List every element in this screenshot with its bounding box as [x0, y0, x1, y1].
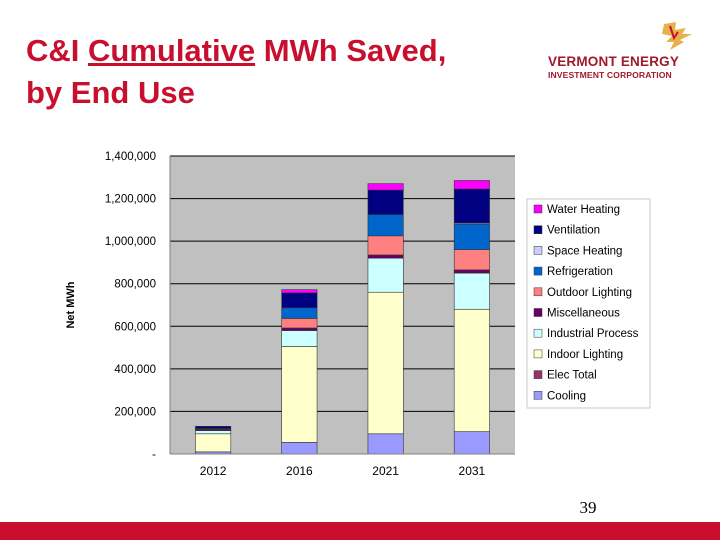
legend-swatch [533, 225, 543, 234]
legend-label: Elec Total [547, 370, 597, 382]
bar-segment [281, 327, 318, 331]
bar-segment [281, 441, 318, 455]
bar-segment [367, 254, 404, 259]
legend-label: Miscellaneous [547, 308, 620, 320]
bar-segment [453, 223, 490, 250]
legend-label: Ventilation [547, 225, 600, 237]
logo-mark-icon [662, 22, 692, 50]
y-tick-label: 600,000 [114, 321, 156, 333]
bars [195, 180, 490, 455]
y-tick-label: 1,400,000 [105, 151, 156, 163]
bar-segment [453, 308, 490, 432]
bar-segment [367, 291, 404, 435]
bar-segment [281, 307, 318, 319]
legend-label: Refrigeration [547, 266, 613, 278]
chart-legend: Water Heating Ventilation Space Heating Ref… [526, 198, 651, 409]
legend-swatch [533, 246, 543, 255]
y-tick-label: 400,000 [114, 364, 156, 376]
y-tick-label: 800,000 [114, 279, 156, 291]
legend-label: Industrial Process [547, 328, 639, 340]
legend-swatch [533, 328, 543, 338]
y-tick-label: 1,200,000 [105, 194, 156, 206]
legend-box [526, 198, 651, 409]
legend-swatch [533, 204, 543, 214]
bar-segment [281, 292, 318, 309]
stacked-bar-chart: - 200,000 400,000 600,000 800,000 1,000,000 1,… [65, 151, 651, 478]
page-number: 39 [579, 498, 597, 517]
title-text-part1: C&I [26, 33, 88, 68]
x-tick-label: 2031 [459, 464, 486, 478]
bar-segment [367, 257, 404, 293]
bar-segment [367, 433, 404, 455]
bar-segment [367, 183, 404, 191]
y-tick-label: 200,000 [114, 406, 156, 418]
bar-segment [367, 214, 404, 237]
logo-line1: VERMONT ENERGY [548, 54, 680, 69]
x-tick-label: 2012 [200, 464, 227, 478]
title-text-part2: MWh Saved, [255, 33, 447, 68]
bar-segment [195, 430, 232, 435]
legend-label: Space Heating [547, 245, 622, 257]
legend-label: Outdoor Lighting [547, 287, 632, 299]
y-tick-label: - [152, 449, 156, 461]
bar-segment [281, 330, 318, 347]
legend-swatch [533, 266, 543, 276]
legend-swatch [533, 370, 543, 379]
bar-segment [281, 318, 318, 329]
bar-segment [281, 289, 318, 294]
legend-label: Cooling [547, 390, 586, 402]
title-underlined-word: Cumulative [88, 33, 256, 68]
bar-segment [367, 189, 404, 215]
legend-label: Water Heating [547, 204, 620, 216]
bar-segment [453, 188, 490, 224]
bar-segment [281, 346, 318, 443]
y-axis-label: Net MWh [65, 281, 77, 328]
legend-swatch [533, 349, 543, 359]
bar-segment [453, 431, 490, 455]
logo-line2: INVESTMENT CORPORATION [548, 70, 672, 80]
x-tick-label: 2021 [372, 464, 399, 478]
legend-swatch [533, 308, 543, 317]
bar-segment [453, 249, 490, 271]
y-tick-label: 1,000,000 [105, 236, 156, 248]
legend-label: Indoor Lighting [547, 349, 623, 361]
bar-segment [195, 426, 232, 429]
legend-swatch [533, 287, 543, 297]
bar-segment [453, 269, 490, 274]
footer-bar [0, 522, 720, 540]
slide-title: C&I Cumulative MWh Saved, by End Use [26, 30, 546, 114]
bar-segment [453, 180, 490, 190]
axes: - 200,000 400,000 600,000 800,000 1,000,000 1,… [105, 151, 515, 478]
x-tick-label: 2016 [286, 464, 313, 478]
bar-segment [453, 272, 490, 310]
title-text-line2: by End Use [26, 75, 195, 110]
bar-segment [367, 235, 404, 256]
bar-segment [195, 433, 232, 453]
legend-swatch [533, 391, 543, 400]
vermont-energy-logo: VERMONT ENERGY INVESTMENT CORPORATION [548, 20, 698, 80]
